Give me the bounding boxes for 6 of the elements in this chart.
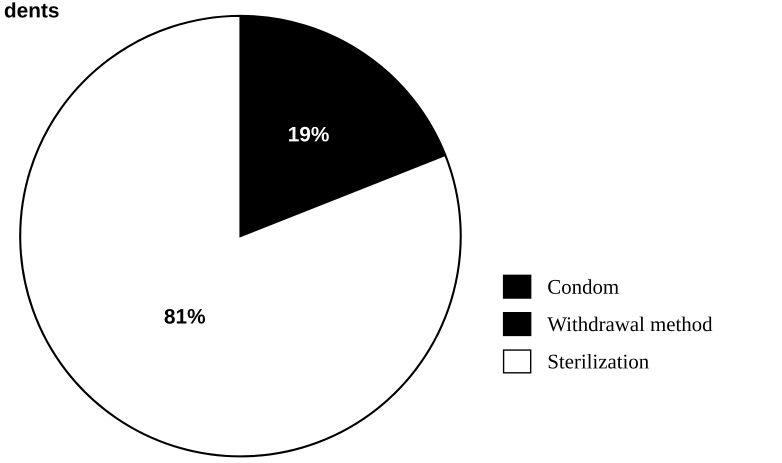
data-label: 81%: [164, 308, 206, 324]
data-label: 19%: [289, 126, 329, 142]
chart-title: dents: [4, 2, 59, 18]
legend-label: Withdrawal method: [547, 316, 712, 332]
legend-label: Condom: [548, 279, 619, 294]
legend-label: Sterilization: [548, 354, 649, 369]
